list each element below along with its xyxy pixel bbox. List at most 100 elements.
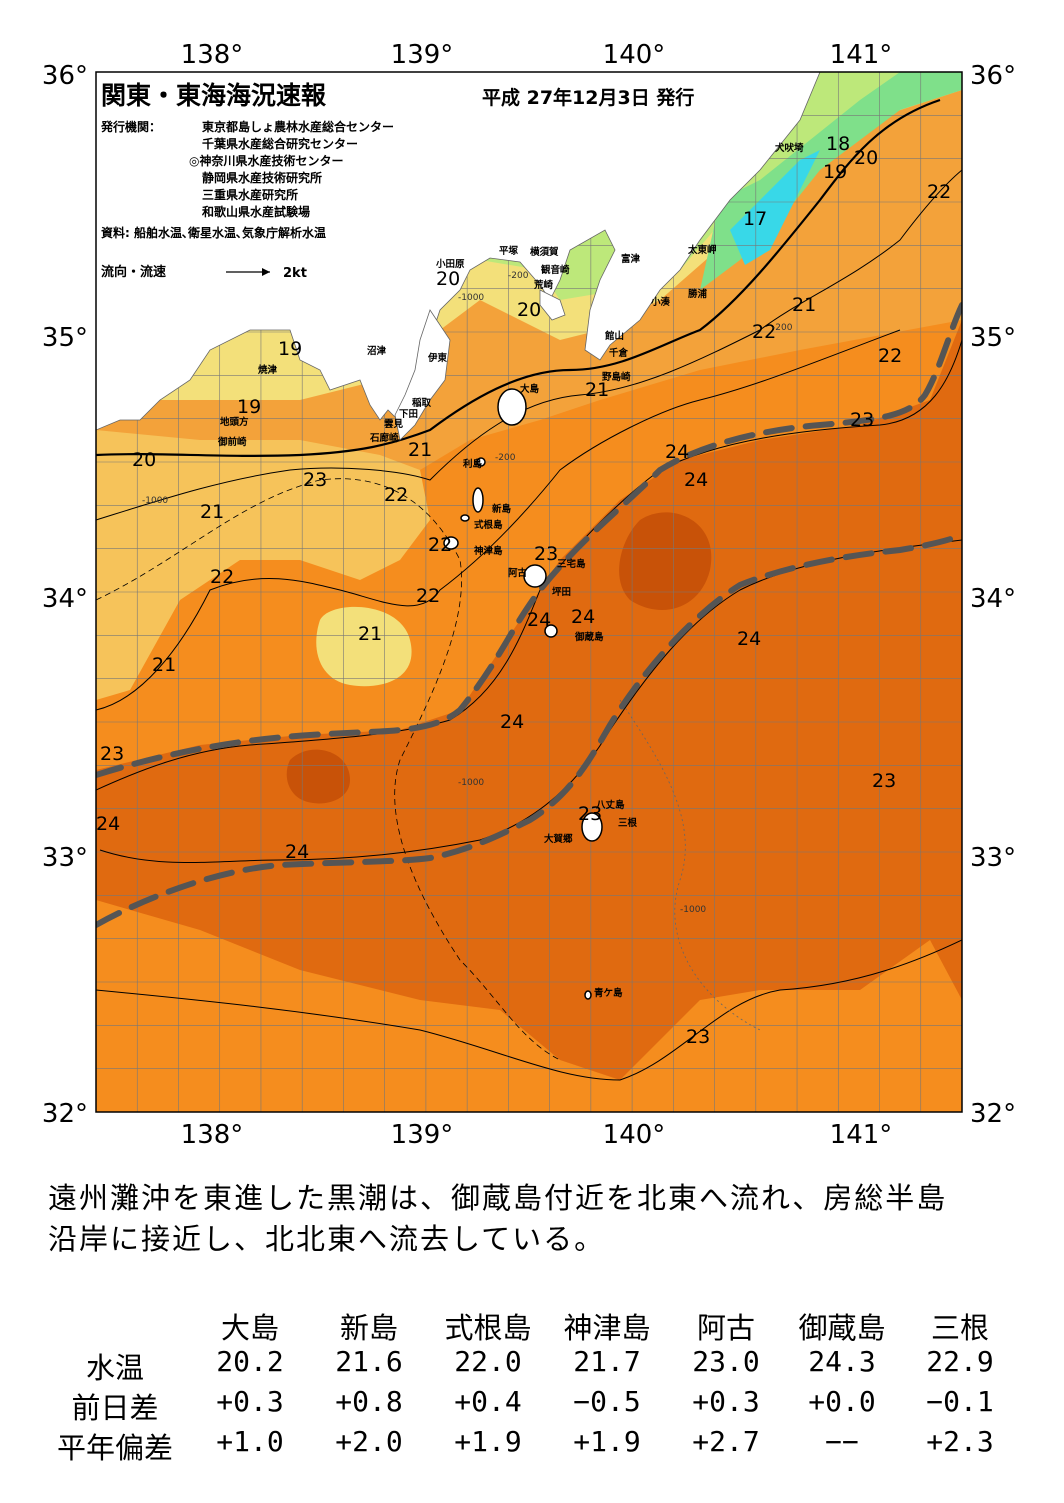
place-names: 犬吠埼 太東岬 勝浦 小湊 富津 横須賀 観音崎 荒崎 平塚 小田原 館山 千倉… (217, 142, 804, 999)
place-label: 沼津 (367, 345, 387, 357)
row-label: 平年偏差 (56, 1431, 173, 1465)
map-area (96, 72, 962, 1112)
isotherm-label: 19 (237, 396, 261, 418)
isotherm-label: 20 (436, 268, 460, 290)
place-label: 伊東 (427, 352, 448, 364)
axis-labels: 138° 139° 140° 141° 138° 139° 140° 141° … (42, 40, 1016, 1150)
row-label: 前日差 (71, 1391, 159, 1425)
summary-line-1: 遠州灘沖を東進した黒潮は、御蔵島付近を北東へ流れ、房総半島 (48, 1181, 948, 1215)
place-label: 大島 (520, 383, 540, 395)
lon-label-bottom-140: 140° (603, 1120, 666, 1150)
table-row: 前日差 +0.3 +0.8 +0.4 −0.5 +0.3 +0.0 −0.1 (0, 1385, 1064, 1425)
map-frame (95, 71, 963, 1113)
land-honshu (96, 72, 821, 431)
table-cell: −− (825, 1425, 859, 1458)
isotherm-23 (96, 339, 962, 791)
isotherm-label: 24 (571, 606, 595, 628)
table-cell: +0.3 (692, 1385, 760, 1418)
place-label: 稲取 (412, 397, 432, 409)
isotherm-23-south (96, 939, 962, 1081)
place-label: 大賀郷 (544, 833, 573, 845)
lat-label-left-36: 36° (42, 61, 88, 91)
table-header-row: 大島 新島 式根島 神津島 阿古 御蔵島 三根 (0, 1305, 1064, 1345)
table-cell: −0.5 (573, 1385, 641, 1418)
lon-label-bottom-138: 138° (181, 1120, 244, 1150)
depth-label: -1000 (142, 496, 168, 506)
isotherm-label: 23 (534, 543, 558, 565)
isotherm-label: 23 (850, 409, 874, 431)
issuer-label: 発行機関： (100, 119, 161, 134)
sea-cyan-patch (730, 150, 820, 265)
place-label: 太東岬 (688, 244, 717, 256)
isotherm-label: 23 (578, 803, 602, 825)
place-label: 青ケ島 (594, 987, 623, 999)
depth-label: -200 (772, 323, 793, 333)
lon-label-bottom-139: 139° (391, 1120, 454, 1150)
lat-label-right-33: 33° (970, 843, 1016, 873)
isotherm-label: 22 (428, 534, 452, 556)
lon-label-top-141: 141° (830, 40, 893, 70)
table-cell: +1.0 (216, 1425, 284, 1458)
island-toshima (476, 457, 486, 467)
table-cell: +0.4 (454, 1385, 522, 1418)
isotherm-label: 23 (303, 469, 327, 491)
table-cell: +2.7 (692, 1425, 760, 1458)
table-cell: 24.3 (808, 1345, 876, 1378)
depth-contour-1000 (96, 478, 561, 1061)
land-miura (539, 289, 566, 321)
station-header: 阿古 (696, 1311, 755, 1345)
depth-label: -200 (508, 271, 529, 281)
isotherm-label: 19 (278, 338, 302, 360)
current-legend-label: 流向・流速 (101, 264, 166, 280)
place-label: 勝浦 (688, 288, 708, 300)
place-label: 小湊 (650, 296, 671, 308)
current-legend-scale: 2kt (283, 266, 307, 281)
table-cell: +1.9 (454, 1425, 522, 1458)
island-shikinejima (460, 514, 470, 522)
lat-label-right-32: 32° (970, 1099, 1016, 1129)
island-hachijojima (581, 812, 603, 842)
isotherm-22 (96, 329, 901, 711)
place-label: 雲見 (384, 418, 404, 430)
place-label: 焼津 (258, 364, 278, 376)
depth-label: -1000 (458, 778, 484, 788)
depth-contour-200 (619, 699, 761, 1031)
isotherm-label: 23 (686, 1026, 710, 1048)
summary-text: 遠州灘沖を東進した黒潮は、御蔵島付近を北東へ流れ、房総半島 沿岸に接近し、北北東… (48, 1178, 1028, 1260)
sea-temperature-map: 138° 139° 140° 141° 138° 139° 140° 141° … (42, 40, 1016, 1150)
table-cell: +2.3 (926, 1425, 994, 1458)
place-label: 御蔵島 (574, 631, 604, 643)
isotherm-label: 17 (743, 208, 767, 230)
place-label: 平塚 (499, 245, 519, 257)
lat-label-right-34: 34° (970, 584, 1016, 614)
isotherm-label: 22 (416, 585, 440, 607)
table-cell: 21.7 (573, 1345, 641, 1378)
island-aogashima (584, 990, 592, 1000)
isotherm-label: 24 (684, 469, 708, 491)
issuer-1: 東京都島しょ農林水産総合センター (202, 119, 394, 134)
place-label: 坪田 (552, 586, 571, 598)
sea-warm-south (96, 900, 962, 1112)
place-label: 地頭方 (220, 416, 249, 428)
isotherm-label: 20 (517, 299, 541, 321)
place-label: 観音崎 (541, 264, 570, 276)
map-title: 関東・東海海況速報 (101, 81, 327, 110)
place-label: 館山 (604, 330, 624, 342)
isotherm-label: 23 (100, 743, 124, 765)
table-cell: −0.1 (926, 1385, 994, 1418)
depth-label: -1000 (680, 905, 706, 915)
isotherm-label: 21 (358, 623, 382, 645)
isotherm-labels: 18 19 20 17 22 21 22 23 24 24 24 20 19 1… (96, 133, 951, 1048)
table-row: 平年偏差 +1.0 +2.0 +1.9 +1.9 +2.7 −− +2.3 (0, 1425, 1064, 1465)
table-cell: +0.8 (335, 1385, 403, 1418)
issuer-4: 静岡県水産技術研究所 (202, 170, 322, 185)
table-cell: +1.9 (573, 1425, 641, 1458)
lat-label-left-34: 34° (42, 584, 88, 614)
isotherm-label: 22 (210, 566, 234, 588)
place-label: 利島 (462, 458, 483, 470)
station-header: 式根島 (444, 1311, 532, 1345)
land (96, 72, 821, 1000)
isotherm-label: 21 (585, 379, 609, 401)
table-cell: +2.0 (335, 1425, 403, 1458)
place-label: 神津島 (474, 545, 503, 557)
